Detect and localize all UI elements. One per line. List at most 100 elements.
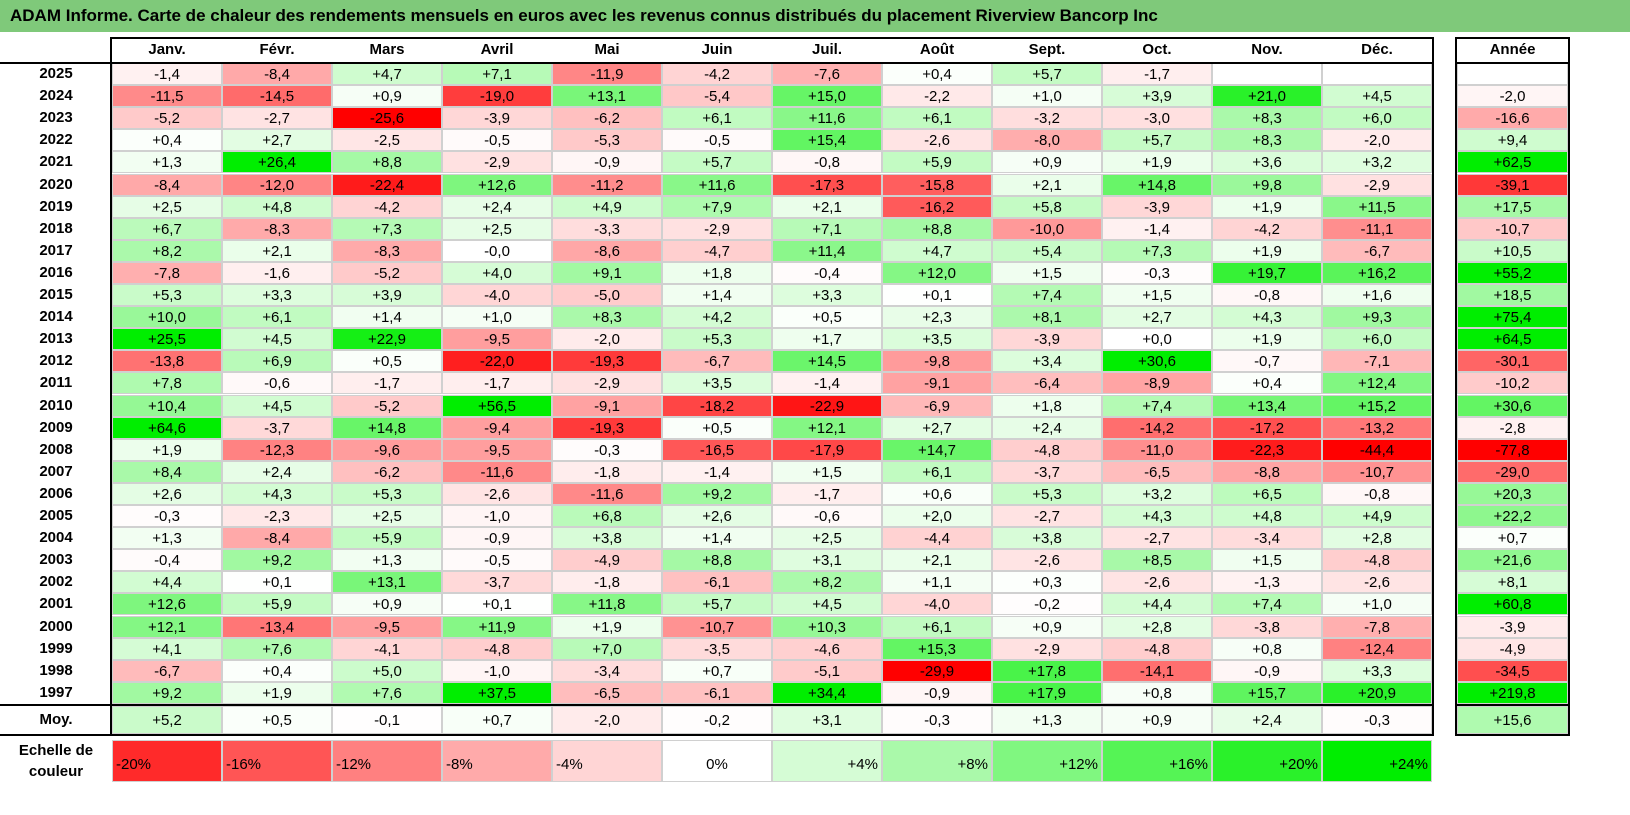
year-label: 2013 bbox=[39, 330, 73, 348]
month-header: Mai bbox=[594, 41, 620, 58]
heatmap-cell: -13,8 bbox=[112, 350, 222, 373]
heatmap-cell: -18,2 bbox=[662, 394, 772, 417]
color-scale-step: +8% bbox=[882, 740, 992, 782]
heatmap-cell: -0,4 bbox=[112, 549, 222, 572]
heatmap-cell: +15,0 bbox=[772, 85, 882, 108]
heatmap-cell: -6,1 bbox=[662, 681, 772, 704]
heatmap-cell: -1,4 bbox=[772, 372, 882, 395]
annual-cell: -77,8 bbox=[1457, 438, 1568, 461]
color-scale-step: -20% bbox=[112, 740, 222, 782]
heatmap-cell: +8,3 bbox=[552, 306, 662, 329]
heatmap-cell: -3,9 bbox=[442, 107, 552, 130]
color-scale-label-line2: couleur bbox=[28, 763, 84, 780]
heatmap-cell: -3,7 bbox=[992, 460, 1102, 483]
heatmap-cell: -3,5 bbox=[662, 637, 772, 660]
heatmap-cell: -44,4 bbox=[1322, 438, 1432, 461]
heatmap-cell: -2,6 bbox=[1102, 571, 1212, 594]
annual-cell: -29,0 bbox=[1457, 460, 1568, 483]
month-header: Août bbox=[919, 41, 955, 58]
heatmap-cell: +0,9 bbox=[332, 593, 442, 616]
heatmap-cell: +0,3 bbox=[992, 571, 1102, 594]
heatmap-cell: +5,0 bbox=[332, 659, 442, 682]
heatmap-cell: +2,4 bbox=[442, 195, 552, 218]
heatmap-cell: -10,0 bbox=[992, 217, 1102, 240]
heatmap-cell: -2,9 bbox=[992, 637, 1102, 660]
heatmap-cell: +2,3 bbox=[882, 306, 992, 329]
heatmap-cell: +3,3 bbox=[772, 284, 882, 307]
heatmap-cell: +6,1 bbox=[222, 306, 332, 329]
year-label: 2003 bbox=[39, 551, 73, 569]
heatmap-cell: +8,5 bbox=[1102, 549, 1212, 572]
heatmap-cell: -1,7 bbox=[332, 372, 442, 395]
heatmap-cell: -3,0 bbox=[1102, 107, 1212, 130]
heatmap-cell: +4,4 bbox=[112, 571, 222, 594]
heatmap-cell: -19,3 bbox=[552, 350, 662, 373]
year-label: 2024 bbox=[39, 87, 73, 105]
year-label: 2006 bbox=[39, 484, 73, 502]
annual-cell: +10,5 bbox=[1457, 239, 1568, 262]
year-label: 2016 bbox=[39, 263, 73, 281]
heatmap-cell: -2,2 bbox=[882, 85, 992, 108]
heatmap-cell: +5,3 bbox=[662, 328, 772, 351]
year-label: 2020 bbox=[39, 175, 73, 193]
heatmap-cell: +15,4 bbox=[772, 129, 882, 152]
heatmap-cell: +10,3 bbox=[772, 615, 882, 638]
heatmap-cell: -2,0 bbox=[552, 328, 662, 351]
average-cell: +3,1 bbox=[772, 705, 882, 734]
heatmap-cell: -29,9 bbox=[882, 659, 992, 682]
heatmap-cell: -0,9 bbox=[882, 681, 992, 704]
annual-header-separator bbox=[1455, 62, 1570, 64]
heatmap-cell: -10,7 bbox=[1322, 460, 1432, 483]
heatmap-cell: -3,9 bbox=[992, 328, 1102, 351]
heatmap-cell: -2,9 bbox=[552, 372, 662, 395]
heatmap-cell: -17,9 bbox=[772, 438, 882, 461]
heatmap-cell: +6,5 bbox=[1212, 482, 1322, 505]
heatmap-cell: +0,5 bbox=[662, 416, 772, 439]
heatmap-cell: +4,3 bbox=[1102, 505, 1212, 528]
heatmap-cell: -6,5 bbox=[1102, 460, 1212, 483]
heatmap-cell: -9,5 bbox=[442, 438, 552, 461]
heatmap-cell: -0,6 bbox=[772, 505, 882, 528]
heatmap-cell: -15,8 bbox=[882, 173, 992, 196]
heatmap-cell bbox=[1322, 63, 1432, 86]
heatmap-cell: -2,7 bbox=[1102, 527, 1212, 550]
heatmap-cell: -5,2 bbox=[332, 394, 442, 417]
year-header: Année bbox=[1489, 41, 1536, 58]
heatmap-cell: -8,4 bbox=[112, 173, 222, 196]
heatmap-cell: +1,9 bbox=[1212, 328, 1322, 351]
heatmap-cell: -6,5 bbox=[552, 681, 662, 704]
heatmap-cell: -3,9 bbox=[1102, 195, 1212, 218]
heatmap-cell: -3,2 bbox=[992, 107, 1102, 130]
heatmap-cell: +1,6 bbox=[1322, 284, 1432, 307]
heatmap-cell: -0,3 bbox=[112, 505, 222, 528]
heatmap-cell: +2,1 bbox=[222, 239, 332, 262]
annual-cell: +9,4 bbox=[1457, 129, 1568, 152]
heatmap-cell: -7,6 bbox=[772, 63, 882, 86]
heatmap-cell: +8,3 bbox=[1212, 107, 1322, 130]
heatmap-cell: -14,1 bbox=[1102, 659, 1212, 682]
heatmap-cell: -0,9 bbox=[1212, 659, 1322, 682]
heatmap-cell: +4,5 bbox=[222, 394, 332, 417]
annual-right-border bbox=[1568, 37, 1570, 734]
heatmap-cell: +1,5 bbox=[772, 460, 882, 483]
annual-average-separator bbox=[1455, 703, 1570, 706]
heatmap-cell: +15,7 bbox=[1212, 681, 1322, 704]
heatmap-cell: -3,8 bbox=[1212, 615, 1322, 638]
year-label: 2002 bbox=[39, 573, 73, 591]
heatmap-cell: -12,0 bbox=[222, 173, 332, 196]
heatmap-cell: -4,2 bbox=[332, 195, 442, 218]
heatmap-cell: -4,7 bbox=[662, 239, 772, 262]
heatmap-cell: +6,9 bbox=[222, 350, 332, 373]
heatmap-cell: -0,0 bbox=[442, 239, 552, 262]
heatmap-cell: -14,5 bbox=[222, 85, 332, 108]
heatmap-cell: -0,8 bbox=[1212, 284, 1322, 307]
heatmap-cell: +1,0 bbox=[992, 85, 1102, 108]
heatmap-cell: -0,9 bbox=[442, 527, 552, 550]
year-label: 2004 bbox=[39, 529, 73, 547]
header-separator bbox=[0, 62, 1434, 64]
heatmap-cell: +9,1 bbox=[552, 261, 662, 284]
annual-cell: +219,8 bbox=[1457, 681, 1568, 704]
average-label: Moy. bbox=[39, 710, 73, 728]
heatmap-cell: -6,7 bbox=[1322, 239, 1432, 262]
heatmap-cell: +1,9 bbox=[222, 681, 332, 704]
